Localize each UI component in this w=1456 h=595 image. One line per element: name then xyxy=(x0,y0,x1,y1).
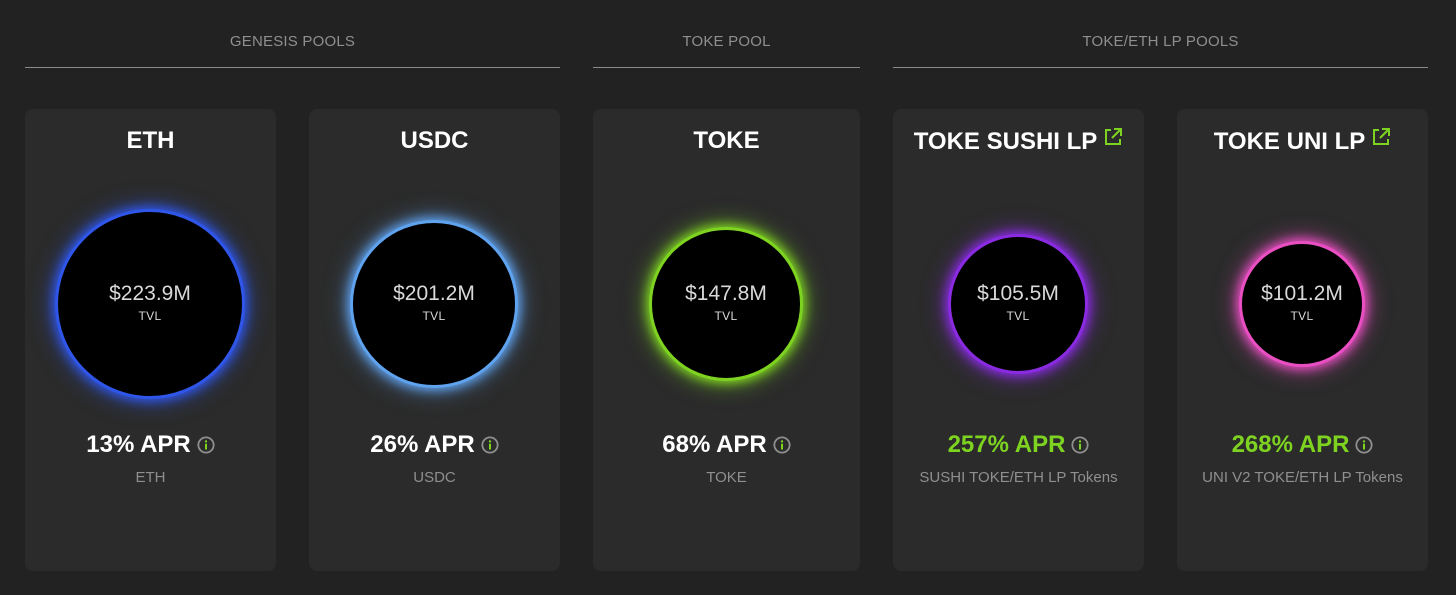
info-circle-icon[interactable] xyxy=(197,436,215,454)
pool-title: TOKE UNI LP xyxy=(1177,127,1428,156)
tvl-value: $147.8M xyxy=(685,282,767,305)
group-title: TOKE/ETH LP POOLS xyxy=(1082,33,1239,50)
apr: 13% APR xyxy=(25,431,276,459)
tvl-label: TVL xyxy=(1290,309,1314,323)
tvl-ring: $223.9M TVL xyxy=(55,209,245,399)
apr-subtitle: USDC xyxy=(413,469,456,486)
apr-value: 26% APR xyxy=(370,431,475,458)
info-circle-icon[interactable] xyxy=(773,436,791,454)
apr: 68% APR xyxy=(593,431,860,459)
pool-title: TOKE xyxy=(593,127,860,155)
tvl-label: TVL xyxy=(422,309,446,323)
pool-title-text: ETH xyxy=(126,127,175,154)
apr: 26% APR xyxy=(309,431,560,459)
apr: 257% APR xyxy=(893,431,1144,459)
apr-subtitle: TOKE xyxy=(706,469,747,486)
tvl-ring: $105.5M TVL xyxy=(948,234,1088,374)
pool-title: ETH xyxy=(25,127,276,155)
pool-title-text: TOKE SUSHI LP xyxy=(913,128,1098,155)
apr-subtitle: ETH xyxy=(135,469,166,486)
external-link-icon[interactable] xyxy=(1103,127,1123,147)
apr-subtitle: SUSHI TOKE/ETH LP Tokens xyxy=(919,469,1118,486)
tvl-ring: $147.8M TVL xyxy=(649,227,803,381)
info-circle-icon[interactable] xyxy=(1071,436,1089,454)
tvl-label: TVL xyxy=(138,309,162,323)
info-circle-icon[interactable] xyxy=(1355,436,1373,454)
tvl-value: $201.2M xyxy=(393,282,475,305)
group-header-toke: TOKE POOL xyxy=(593,0,860,68)
tvl-value: $105.5M xyxy=(977,282,1059,305)
apr: 268% APR xyxy=(1177,431,1428,459)
group-header-genesis: GENESIS POOLS xyxy=(25,0,560,68)
tvl-label: TVL xyxy=(1006,309,1030,323)
external-link-icon[interactable] xyxy=(1371,127,1391,147)
tvl-label: TVL xyxy=(714,309,738,323)
pool-title-text: USDC xyxy=(400,127,469,154)
pool-title: USDC xyxy=(309,127,560,155)
tvl-ring: $101.2M TVL xyxy=(1239,241,1365,367)
group-title: GENESIS POOLS xyxy=(229,33,356,50)
apr-value: 13% APR xyxy=(86,431,191,458)
tvl-value: $101.2M xyxy=(1261,282,1343,305)
apr-value: 257% APR xyxy=(947,431,1066,458)
pool-title-text: TOKE UNI LP xyxy=(1213,128,1366,155)
group-title: TOKE POOL xyxy=(682,33,771,50)
pool-title-text: TOKE xyxy=(693,127,760,154)
group-header-lp: TOKE/ETH LP POOLS xyxy=(893,0,1428,68)
tvl-value: $223.9M xyxy=(109,282,191,305)
pool-title: TOKE SUSHI LP xyxy=(893,127,1144,156)
tvl-ring: $201.2M TVL xyxy=(350,220,518,388)
info-circle-icon[interactable] xyxy=(481,436,499,454)
apr-value: 68% APR xyxy=(662,431,767,458)
apr-subtitle: UNI V2 TOKE/ETH LP Tokens xyxy=(1202,469,1403,486)
apr-value: 268% APR xyxy=(1231,431,1350,458)
